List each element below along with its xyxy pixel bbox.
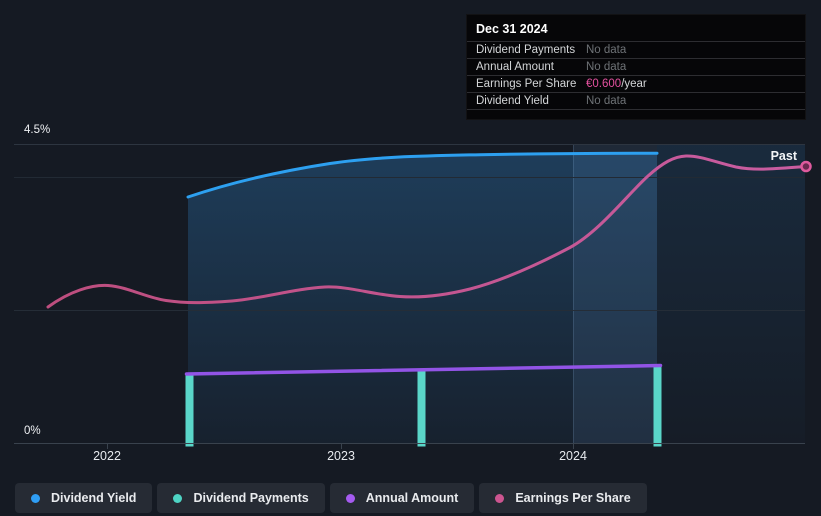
dividend-payment-bar-2022[interactable] [185,373,194,447]
tooltip-row-annual-amount: Annual Amount No data [467,59,805,76]
annual-amount-line[interactable] [184,363,663,376]
y-axis-top-label: 4.5% [24,124,51,136]
x-axis-label-2023: 2023 [327,449,355,463]
annual-amount-dot-icon [345,493,355,503]
legend-item-label: Earnings Per Share [515,491,631,505]
tooltip-row-label: Annual Amount [476,61,555,73]
legend-item-label: Annual Amount [365,491,459,505]
tooltip-eps-suffix: /year [621,78,647,90]
tooltip-row-value: No data [586,44,627,56]
dividend-yield-dot-icon [31,493,40,503]
legend-item-annual-amount[interactable]: Annual Amount [329,483,475,513]
tooltip-row-dividend-payments: Dividend Payments No data [467,42,805,59]
y-axis-bottom-label: 0% [24,425,41,437]
tooltip-row-value: No data [586,95,627,107]
dividend-payment-bar-2023[interactable] [417,369,426,447]
tooltip-row-earnings-per-share: Earnings Per Share €0.600/year [467,76,805,93]
x-axis-label-2022: 2022 [93,449,121,463]
chart-legend: Dividend Yield Dividend Payments Annual … [15,483,647,513]
tooltip-row-dividend-yield: Dividend Yield No data [467,93,805,110]
dividend-payment-bar-2024[interactable] [653,366,662,447]
legend-item-dividend-payments[interactable]: Dividend Payments [157,483,325,513]
tooltip-row-label: Dividend Payments [476,44,576,56]
dividend-payments-dot-icon [173,493,183,503]
chart-tooltip: Dec 31 2024 Dividend Payments No data An… [466,14,806,120]
legend-item-label: Dividend Yield [51,491,137,505]
tooltip-row-label: Dividend Yield [476,95,549,107]
tooltip-row-value: No data [586,61,627,73]
dividend-yield-line[interactable] [186,151,659,199]
legend-item-earnings-per-share[interactable]: Earnings Per Share [479,483,647,513]
legend-item-dividend-yield[interactable]: Dividend Yield [15,483,153,513]
eps-end-point-marker[interactable] [800,160,812,173]
past-label: Past [770,149,797,163]
hover-highlight-band [573,145,657,444]
tooltip-eps-value: €0.600 [586,78,622,90]
legend-item-label: Dividend Payments [193,491,309,505]
earnings-per-share-line[interactable] [46,154,808,309]
tooltip-date: Dec 31 2024 [467,15,805,42]
tooltip-row-label: Earnings Per Share [476,78,577,90]
earnings-per-share-dot-icon [495,493,505,503]
plot-right-background [657,145,805,444]
dividend-payment-bars[interactable] [185,366,662,447]
x-axis-label-2024: 2024 [559,449,587,463]
